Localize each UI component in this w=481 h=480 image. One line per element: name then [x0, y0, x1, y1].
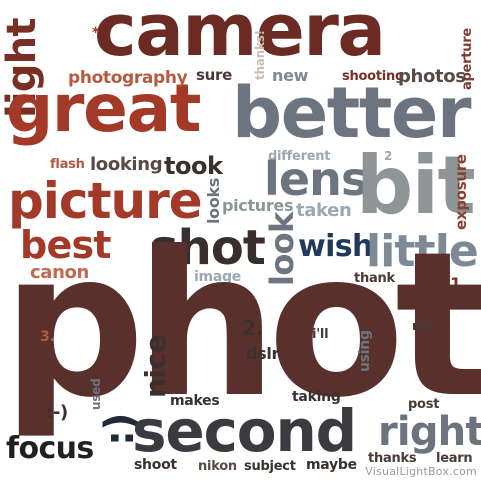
word-photos: photos: [398, 66, 466, 87]
word-pictures: pictures: [222, 196, 294, 215]
word-focus: focus: [6, 431, 94, 466]
word-different: different: [268, 149, 331, 164]
word-flash: flash: [50, 157, 85, 172]
word-sure: sure: [196, 66, 232, 84]
word-aperture: aperture: [460, 28, 475, 90]
word-nice: nice: [139, 335, 172, 398]
word-makes: makes: [170, 393, 220, 409]
word-thanks-excl: thanks!: [253, 30, 267, 80]
word-one: 1.: [450, 274, 467, 293]
word-learn: learn: [436, 451, 473, 466]
word-two: 2: [384, 149, 393, 163]
watermark-text: VisualLightBox.com: [365, 465, 477, 478]
word-photo: photo: [2, 209, 481, 442]
word-new: new: [272, 66, 309, 85]
word-image: image: [194, 269, 241, 285]
word-thanks: thanks: [368, 451, 417, 466]
word-me: me.: [412, 319, 437, 333]
word-shoot: shoot: [134, 457, 177, 473]
word-great: great: [6, 70, 201, 147]
word-subject: subject: [244, 459, 296, 474]
word-post: post: [408, 397, 440, 412]
word-bit: bit: [356, 139, 476, 232]
word-little: little: [366, 226, 479, 277]
word-taking: taking: [292, 389, 341, 405]
word-looking: looking: [90, 154, 163, 175]
word-ill: i'll: [312, 327, 329, 342]
word-nikon: nikon: [198, 459, 237, 474]
word-taken: taken: [296, 200, 352, 221]
word-right: right: [378, 409, 481, 455]
word-took: took: [164, 152, 223, 180]
word-second: second: [132, 397, 357, 465]
word-shooting: shooting: [342, 69, 405, 84]
word-better: better: [232, 72, 472, 154]
word-picture: picture: [8, 172, 203, 230]
word-canon: canon: [30, 262, 90, 283]
word-wish: wish: [298, 229, 373, 264]
word-smiley-dash: :-): [46, 402, 68, 423]
word-thank: thank: [354, 271, 395, 286]
word-best: best: [20, 223, 111, 267]
word-dslr: dslr: [246, 344, 280, 363]
word-using: using: [357, 330, 373, 372]
word-used: used: [89, 378, 103, 410]
word-camera: camera: [94, 0, 386, 72]
word-shot: shot: [150, 220, 266, 276]
word-three: 3.: [40, 329, 55, 345]
word-two-dot: 2.: [242, 316, 263, 340]
word-photography: photography: [68, 68, 188, 88]
word-asterisk: *: [92, 25, 100, 41]
word-lens: lens: [264, 152, 368, 206]
word-maybe: maybe: [306, 457, 357, 473]
